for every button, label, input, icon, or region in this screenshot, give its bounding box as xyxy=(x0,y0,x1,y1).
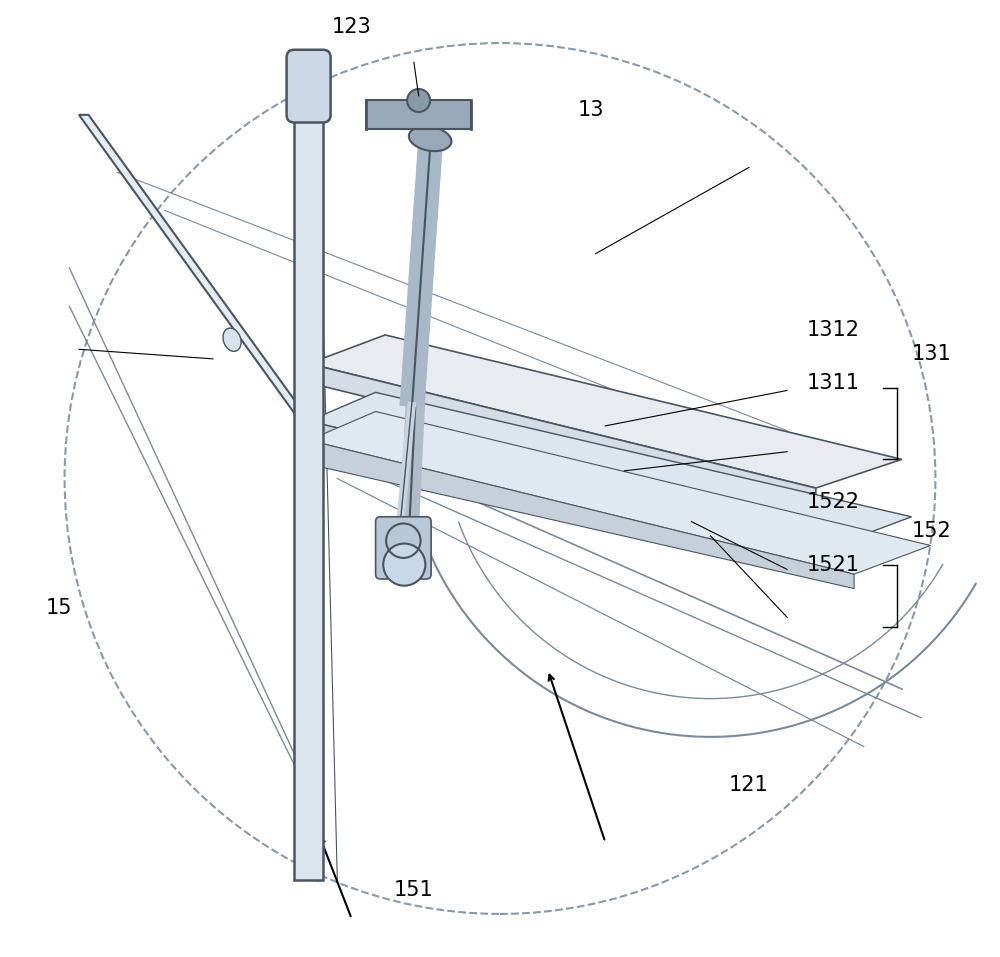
Polygon shape xyxy=(309,364,816,507)
Text: 1311: 1311 xyxy=(806,373,859,392)
Text: 13: 13 xyxy=(578,100,604,120)
Polygon shape xyxy=(309,421,835,565)
Polygon shape xyxy=(309,335,902,488)
Text: 131: 131 xyxy=(912,345,951,364)
Text: 123: 123 xyxy=(332,17,372,36)
Text: 152: 152 xyxy=(912,522,951,541)
Polygon shape xyxy=(309,440,854,589)
Polygon shape xyxy=(294,96,323,880)
Text: 15: 15 xyxy=(45,598,72,617)
Polygon shape xyxy=(366,100,471,129)
Ellipse shape xyxy=(409,126,451,151)
Text: 1522: 1522 xyxy=(806,493,859,512)
Ellipse shape xyxy=(223,328,241,351)
Polygon shape xyxy=(309,412,931,574)
Text: 121: 121 xyxy=(729,775,769,794)
Text: 151: 151 xyxy=(394,880,434,900)
Text: 1521: 1521 xyxy=(806,555,859,574)
Circle shape xyxy=(383,544,425,586)
Text: 1312: 1312 xyxy=(806,321,859,340)
Polygon shape xyxy=(79,115,337,459)
Polygon shape xyxy=(309,392,912,545)
Circle shape xyxy=(407,89,430,112)
FancyBboxPatch shape xyxy=(376,517,431,579)
FancyBboxPatch shape xyxy=(287,50,331,122)
